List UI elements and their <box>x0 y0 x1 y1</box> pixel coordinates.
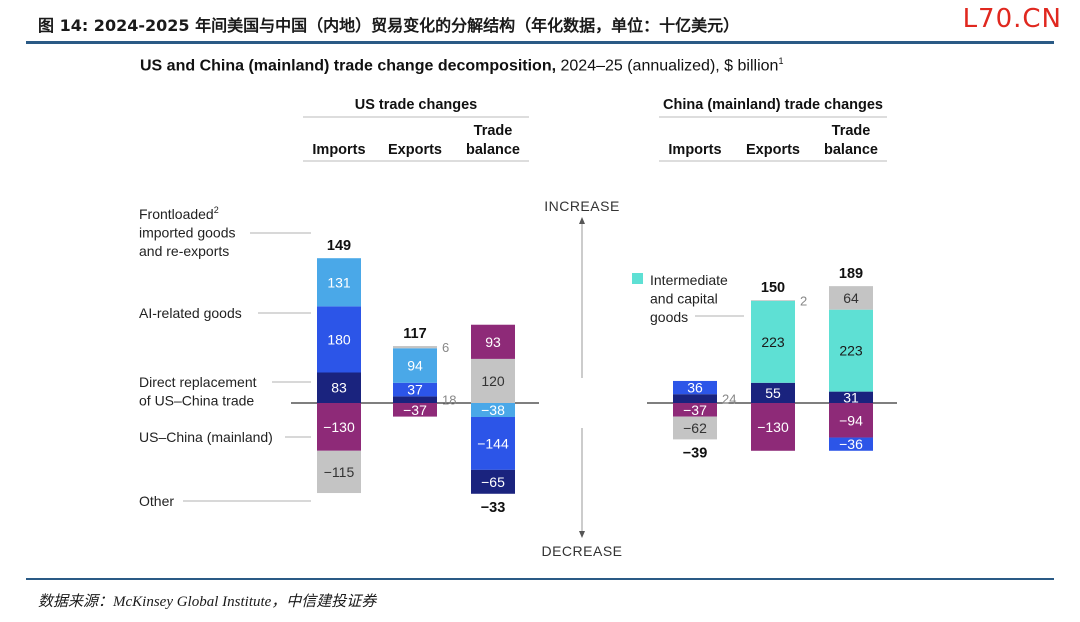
top-rule <box>26 41 1054 44</box>
category-label-direct: of US–China trade <box>139 393 254 409</box>
category-label-note: 2 <box>214 205 219 215</box>
data-label: 36 <box>687 380 703 396</box>
bar-segment-uschina <box>471 324 515 359</box>
data-label: −62 <box>683 420 707 436</box>
bar-segment-other <box>829 286 873 310</box>
bar-segment-other <box>471 358 515 403</box>
column-header: Imports <box>312 142 365 158</box>
bar-segment-frontloaded <box>393 382 437 397</box>
category-label-other: Other <box>139 493 174 509</box>
data-label: 131 <box>327 274 351 290</box>
chart-title-rest: 2024–25 (annualized), $ billion <box>556 57 779 75</box>
column-total: 189 <box>839 266 863 282</box>
bar-segment-direct <box>673 394 717 403</box>
data-label: 83 <box>331 380 347 396</box>
data-label: −130 <box>757 419 789 435</box>
increase-arrowhead <box>579 217 585 224</box>
data-label: 37 <box>407 382 423 398</box>
column-total: 117 <box>403 326 426 342</box>
bar-segment-direct <box>471 469 515 494</box>
bar-segment-other <box>393 346 437 349</box>
panel-title: China (mainland) trade changes <box>663 97 883 113</box>
decrease-arrowhead <box>579 531 585 538</box>
data-label: 24 <box>722 392 736 407</box>
category-label-ai: AI-related goods <box>139 305 242 321</box>
bar-segment-frontloaded <box>393 348 437 383</box>
column-header: Trade <box>832 123 871 139</box>
category-label-intermediate: and capital <box>650 291 718 307</box>
data-label: 18 <box>442 393 456 408</box>
column-total: −39 <box>683 445 708 461</box>
data-label: 31 <box>843 389 859 405</box>
increase-label: INCREASE <box>544 198 620 214</box>
bar-segment-uschina <box>673 403 717 417</box>
data-label: 223 <box>761 334 785 350</box>
data-label: 55 <box>765 385 781 401</box>
data-label: −37 <box>683 402 707 418</box>
column-total: 149 <box>327 238 351 254</box>
bar-segment-ai <box>829 437 873 451</box>
bottom-rule <box>26 578 1054 580</box>
bar-segment-direct <box>751 382 795 403</box>
data-label: −65 <box>481 474 505 490</box>
category-label-frontloaded: imported goods <box>139 225 236 241</box>
data-label: 120 <box>481 373 505 389</box>
column-header: balance <box>824 142 878 158</box>
column-header: balance <box>466 142 520 158</box>
source-note: 数据来源：McKinsey Global Institute，中信建投证券 <box>38 594 377 610</box>
bar-segment-ai <box>673 380 717 395</box>
data-label: 64 <box>843 290 859 306</box>
panel-title: US trade changes <box>355 97 478 113</box>
data-label: −36 <box>839 436 863 452</box>
bar-segment-uschina <box>829 403 873 438</box>
bar-segment-frontloaded <box>317 258 361 307</box>
data-label: −115 <box>324 464 355 480</box>
data-label: −37 <box>403 402 427 418</box>
data-label: 93 <box>485 334 501 350</box>
chart-title: US and China (mainland) trade change dec… <box>140 56 783 75</box>
legend-swatch-intermediate <box>632 273 643 284</box>
data-label: 94 <box>407 358 423 374</box>
watermark-logo: L70.CN <box>962 4 1062 34</box>
category-label-frontloaded: Frontloaded2 <box>139 205 219 222</box>
bar-segment-uschina <box>751 403 795 451</box>
data-label: 2 <box>800 293 807 308</box>
category-label-uschina: US–China (mainland) <box>139 429 273 445</box>
bar-segment-intermediate <box>751 300 795 383</box>
data-label: −130 <box>323 419 355 435</box>
chart-title-bold: US and China (mainland) trade change dec… <box>140 57 557 75</box>
bar-segment-direct <box>393 396 437 403</box>
bar-segment-ai <box>471 416 515 470</box>
bar-segment-frontloaded <box>471 403 515 417</box>
data-label: −38 <box>481 402 505 418</box>
bar-segment-other <box>751 300 795 301</box>
category-label-intermediate: Intermediate <box>650 272 728 288</box>
bar-segment-uschina <box>393 403 437 417</box>
column-header: Imports <box>668 142 721 158</box>
data-label: −94 <box>839 412 863 428</box>
data-label: 180 <box>327 331 351 347</box>
bar-segment-direct <box>829 391 873 403</box>
column-total: −33 <box>481 500 506 516</box>
decrease-label: DECREASE <box>541 543 622 559</box>
data-label: 6 <box>442 340 449 355</box>
bar-segment-ai <box>317 306 361 373</box>
bar-segment-other <box>317 450 361 494</box>
bar-segment-other <box>673 416 717 440</box>
column-header: Exports <box>746 142 800 158</box>
bar-segment-uschina <box>317 403 361 451</box>
category-label-intermediate: goods <box>650 309 688 325</box>
data-label: −144 <box>477 435 509 451</box>
figure-caption: 图 14: 2024-2025 年间美国与中国（内地）贸易变化的分解结构（年化数… <box>38 16 740 35</box>
bar-segment-direct <box>317 372 361 403</box>
bar-segment-intermediate <box>829 309 873 392</box>
column-header: Trade <box>474 123 513 139</box>
column-total: 150 <box>761 280 785 296</box>
category-label-direct: Direct replacement <box>139 374 257 390</box>
column-header: Exports <box>388 142 442 158</box>
category-label-frontloaded: and re-exports <box>139 243 229 259</box>
chart-title-note: 1 <box>778 56 784 66</box>
data-label: 223 <box>839 343 863 359</box>
